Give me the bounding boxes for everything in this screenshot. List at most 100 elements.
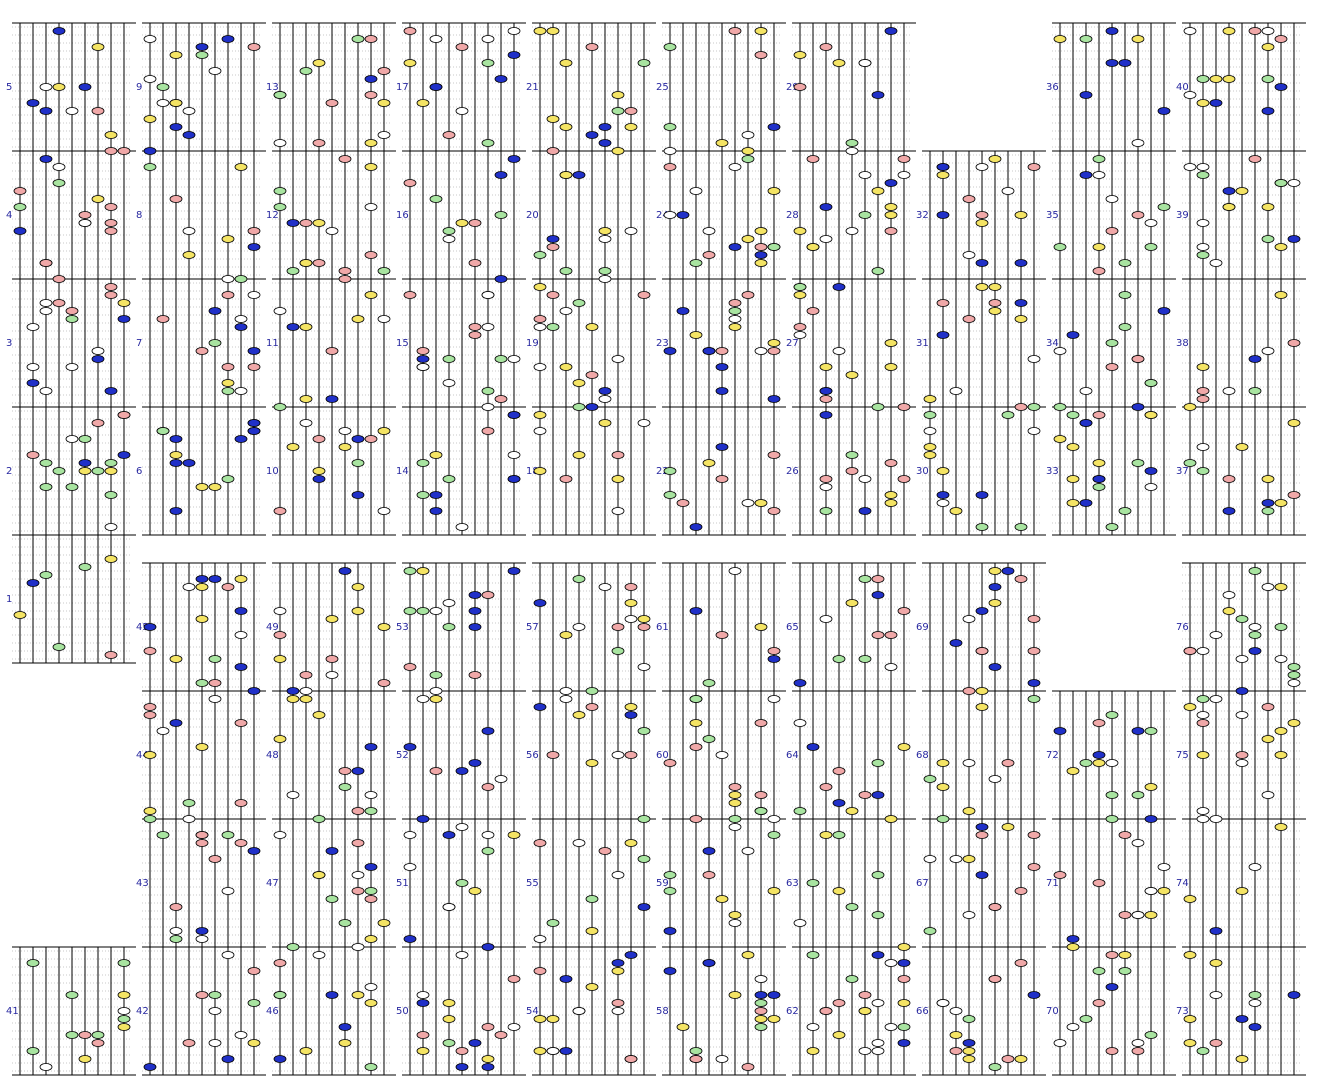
note xyxy=(1196,467,1210,475)
note xyxy=(403,831,417,839)
note xyxy=(559,687,573,695)
note xyxy=(936,171,950,179)
note xyxy=(754,999,768,1007)
note xyxy=(299,323,313,331)
note xyxy=(962,687,976,695)
note xyxy=(1144,783,1158,791)
note xyxy=(1014,211,1028,219)
note xyxy=(351,435,365,443)
note xyxy=(377,507,391,515)
note xyxy=(988,567,1002,575)
note xyxy=(871,791,885,799)
note xyxy=(1105,227,1119,235)
note xyxy=(715,387,729,395)
note xyxy=(936,331,950,339)
note xyxy=(78,467,92,475)
note xyxy=(806,243,820,251)
note xyxy=(962,807,976,815)
note xyxy=(104,491,118,499)
note xyxy=(637,855,651,863)
note xyxy=(169,459,183,467)
staff-label: 17 xyxy=(396,82,409,93)
note xyxy=(936,299,950,307)
note xyxy=(351,35,365,43)
note xyxy=(247,999,261,1007)
note xyxy=(702,959,716,967)
note xyxy=(429,451,443,459)
note xyxy=(754,51,768,59)
note xyxy=(1118,507,1132,515)
note xyxy=(832,999,846,1007)
note xyxy=(858,475,872,483)
staff-label: 13 xyxy=(266,82,279,93)
note xyxy=(897,607,911,615)
staff-label: 29 xyxy=(786,82,799,93)
note xyxy=(273,203,287,211)
note xyxy=(884,959,898,967)
note xyxy=(1001,187,1015,195)
note xyxy=(806,1023,820,1031)
note xyxy=(13,187,27,195)
note xyxy=(338,767,352,775)
note xyxy=(949,387,963,395)
note xyxy=(598,395,612,403)
note xyxy=(949,639,963,647)
note xyxy=(1222,187,1236,195)
note xyxy=(143,815,157,823)
note xyxy=(1235,1015,1249,1023)
note xyxy=(52,467,66,475)
note xyxy=(91,467,105,475)
staff-label: 63 xyxy=(786,878,799,889)
staff-label: 23 xyxy=(656,338,669,349)
note xyxy=(1092,267,1106,275)
note xyxy=(416,1031,430,1039)
note xyxy=(65,991,79,999)
note xyxy=(416,991,430,999)
note xyxy=(1131,211,1145,219)
note xyxy=(1027,427,1041,435)
note xyxy=(1209,695,1223,703)
note xyxy=(312,139,326,147)
note xyxy=(559,171,573,179)
note xyxy=(1079,499,1093,507)
note xyxy=(572,711,586,719)
note xyxy=(468,607,482,615)
note xyxy=(754,259,768,267)
note xyxy=(1261,107,1275,115)
staff-label: 56 xyxy=(526,750,539,761)
note xyxy=(845,139,859,147)
note xyxy=(416,347,430,355)
staff-label: 38 xyxy=(1176,338,1189,349)
note xyxy=(1261,735,1275,743)
note xyxy=(533,363,547,371)
note xyxy=(988,599,1002,607)
note xyxy=(1248,567,1262,575)
note xyxy=(234,323,248,331)
note xyxy=(481,783,495,791)
note xyxy=(819,235,833,243)
note xyxy=(897,171,911,179)
staff-label: 75 xyxy=(1176,750,1189,761)
note xyxy=(1248,27,1262,35)
note xyxy=(1196,1047,1210,1055)
staff-label: 11 xyxy=(266,338,279,349)
staff-label: 42 xyxy=(136,1006,149,1017)
note xyxy=(299,687,313,695)
note xyxy=(1092,751,1106,759)
note xyxy=(1248,863,1262,871)
note xyxy=(1027,679,1041,687)
note xyxy=(1066,499,1080,507)
note xyxy=(611,959,625,967)
note xyxy=(611,647,625,655)
note xyxy=(1196,171,1210,179)
note xyxy=(273,507,287,515)
note xyxy=(299,419,313,427)
note xyxy=(1261,583,1275,591)
note xyxy=(1222,607,1236,615)
note xyxy=(65,483,79,491)
note xyxy=(39,307,53,315)
note xyxy=(897,999,911,1007)
note xyxy=(117,315,131,323)
note xyxy=(429,83,443,91)
